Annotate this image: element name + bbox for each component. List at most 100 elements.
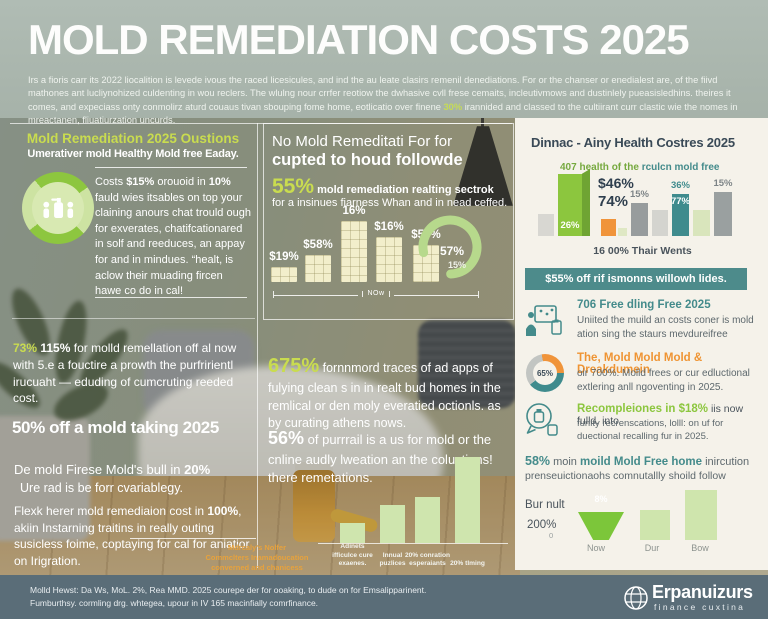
grid-bar bbox=[305, 255, 331, 282]
grid-bar bbox=[341, 221, 367, 282]
bar bbox=[618, 228, 627, 236]
costs-text: Costs bbox=[95, 176, 127, 188]
stat-100-text: Flexk herer mold remediaion cost in bbox=[14, 504, 208, 518]
stat-58-line1: 58% moin moild Mold Free home inircution bbox=[525, 454, 765, 468]
costs-text: orouoid in bbox=[154, 176, 209, 188]
footer-disclaimer: Molld Hewst: Da Ws, MoL. 2%, Rea MMD. 20… bbox=[30, 584, 490, 610]
bar-value-label: 16% bbox=[342, 205, 366, 217]
stat-20-value: 20% bbox=[184, 462, 211, 477]
chat-bubble-jar-icon bbox=[526, 403, 558, 436]
bar bbox=[685, 490, 717, 540]
bar bbox=[640, 510, 670, 540]
caption-line: Mdrcaly's Nolfer bbox=[227, 543, 287, 552]
stat-675-text: fornnmord traces of ad apps of fulying c… bbox=[268, 361, 501, 430]
right-chart-subtitle: 407 health of the rculcn mold free bbox=[560, 162, 760, 173]
stat-20-line: De mold Firese Mold's bull in 20% bbox=[14, 462, 254, 477]
left-heading-50: 50% off a mold taking 2025 bbox=[12, 418, 219, 437]
stat-55-line: 55% mold remediation realting sectrok bbox=[272, 175, 508, 199]
left-section-subtitle: Umerativer mold Healthy Mold free Eaday. bbox=[27, 148, 239, 160]
item2-heading: The, Mold Mold Mold & Dreakdumein bbox=[577, 352, 703, 376]
stat-675-paragraph: 675% fornnmord traces of ad apps of fuly… bbox=[268, 352, 510, 433]
stat-115-value: 115% bbox=[37, 341, 71, 355]
caption-line: Commclters Inamadoucation bbox=[205, 553, 309, 563]
funnel-shape bbox=[578, 512, 624, 540]
subtitle-green-part: 407 health of the bbox=[560, 162, 642, 173]
overlay-value-74: 74% bbox=[598, 193, 629, 210]
item1-heading: 706 Free dling Free 2025 bbox=[577, 299, 711, 311]
stat-55-value: 55% bbox=[272, 175, 315, 198]
bar bbox=[455, 457, 480, 543]
stat-675-value: 675% bbox=[268, 355, 320, 377]
bar-value-label: 36% bbox=[670, 180, 691, 191]
bar bbox=[601, 219, 616, 236]
globe-icon bbox=[624, 586, 648, 610]
mid-panel-title-line1: No Mold Remeditati For for bbox=[272, 133, 453, 150]
right-panel-title: Dinnac - Ainy Health Costres 2025 bbox=[531, 135, 735, 150]
mini-chart-zero-label: 0 bbox=[549, 531, 554, 540]
bracket-tick bbox=[388, 291, 390, 297]
stat-73-text: for molld remellation off al now with 5.… bbox=[13, 341, 237, 406]
bar-3d-side bbox=[582, 169, 590, 236]
stat-55-text-line2: for a insinues fiarness Whan and in nead… bbox=[272, 197, 508, 209]
bar-value-label: $58% bbox=[303, 239, 333, 251]
item3-heading-green: Recompleiones in $18% bbox=[577, 403, 709, 415]
brand-tagline: finance cuxtina bbox=[654, 602, 746, 612]
page-title: MOLD REMEDIATION COSTS 2025 bbox=[28, 16, 690, 63]
intro-text: Irs a fioris carr its 2022 liocalition i… bbox=[28, 75, 731, 112]
bar bbox=[340, 523, 365, 543]
bar-category-label: 20% tlming bbox=[450, 560, 485, 568]
right-mini-chart: 8% Now Dur Bow bbox=[562, 490, 740, 553]
costs-value-10: 10% bbox=[208, 176, 231, 188]
stat-56-text: of purrrail is a us for mold or the cnli… bbox=[268, 432, 493, 485]
left-section-title: Mold Remediation 2025 Oustions bbox=[26, 131, 240, 146]
stat-100-text-after: , akiin Instarning traitins in really ou… bbox=[14, 504, 250, 568]
subtitle-teal-part: rculcn mold free bbox=[641, 162, 720, 173]
bar-category-label: Innual puzlices bbox=[379, 551, 406, 568]
bar-value-label: 15% bbox=[629, 189, 650, 200]
stat-20-text: De mold Firese Mold's bull in bbox=[14, 462, 185, 477]
costs-value-15: $15% bbox=[126, 176, 155, 188]
rule-line bbox=[95, 167, 247, 168]
item3-heading-rest: iis now fulld, into bbox=[577, 403, 744, 427]
bar bbox=[672, 194, 689, 236]
stat-73-value: 73% bbox=[13, 341, 38, 355]
bar bbox=[538, 214, 554, 236]
mid-chart-axis-bracket: NOw bbox=[273, 290, 479, 298]
funnel-value-label: 8% bbox=[594, 494, 608, 504]
stat-58-bold: moild Mold Free home bbox=[580, 456, 703, 468]
honey-jar bbox=[293, 470, 335, 542]
stat-100-paragraph: Flexk herer mold remediaion cost in 100%… bbox=[14, 503, 256, 569]
mid-bottom-chart-axis bbox=[318, 543, 508, 544]
bracket-tick bbox=[362, 291, 364, 297]
bar bbox=[652, 210, 668, 236]
bar bbox=[714, 192, 732, 236]
footer-line: Fumburthsy. cormling drg. whtegea, upour… bbox=[30, 598, 319, 609]
axis-category-label: Dur bbox=[644, 543, 660, 553]
mid-bottom-chart: Adinets ifficulce cure exaenes. Innual pu… bbox=[318, 457, 508, 567]
bar-value-label: 26% bbox=[560, 220, 580, 231]
costs-paragraph: Costs $15% orouoid in 10% fauld wies its… bbox=[95, 175, 251, 300]
gauge-arc: 57% 15% bbox=[416, 213, 484, 281]
bar bbox=[558, 174, 582, 236]
intro-paragraph: Irs a fioris carr its 2022 liocalition i… bbox=[28, 74, 740, 128]
mini-chart-y-label-1: Bur nult bbox=[525, 499, 565, 511]
mini-chart-y-label-2: 200% bbox=[527, 519, 557, 531]
overlay-value-46: $46% bbox=[598, 175, 634, 191]
right-main-chart: 26% 15% 77% 36% 15% bbox=[537, 169, 748, 236]
stat-73-paragraph: 73% 115% for molld remellation off al no… bbox=[13, 340, 253, 407]
stat-56-value: 56% bbox=[268, 428, 305, 448]
stat-58-text-after: inircution bbox=[702, 456, 750, 468]
variability-line: Ure rad is be forr cvariablegy. bbox=[20, 481, 184, 495]
intro-text-after: irannided and classed to the cultiirant … bbox=[28, 101, 738, 126]
stat-56-paragraph: 56% of purrrail is a us for mold or the … bbox=[268, 426, 512, 487]
rule-line bbox=[95, 297, 247, 298]
donut-65-chart: 65% bbox=[526, 354, 564, 392]
intro-highlight: 30% bbox=[443, 101, 463, 112]
header-band: MOLD REMEDIATION COSTS 2025 Irs a fioris… bbox=[0, 0, 768, 125]
mold-badge-ring bbox=[22, 172, 94, 244]
stat-58-text: moin bbox=[550, 456, 580, 468]
stat-55-text: mold remediation realting sectrok bbox=[314, 184, 494, 196]
horizontal-divider-left bbox=[12, 318, 255, 319]
mid-chart-panel-border bbox=[263, 123, 514, 320]
